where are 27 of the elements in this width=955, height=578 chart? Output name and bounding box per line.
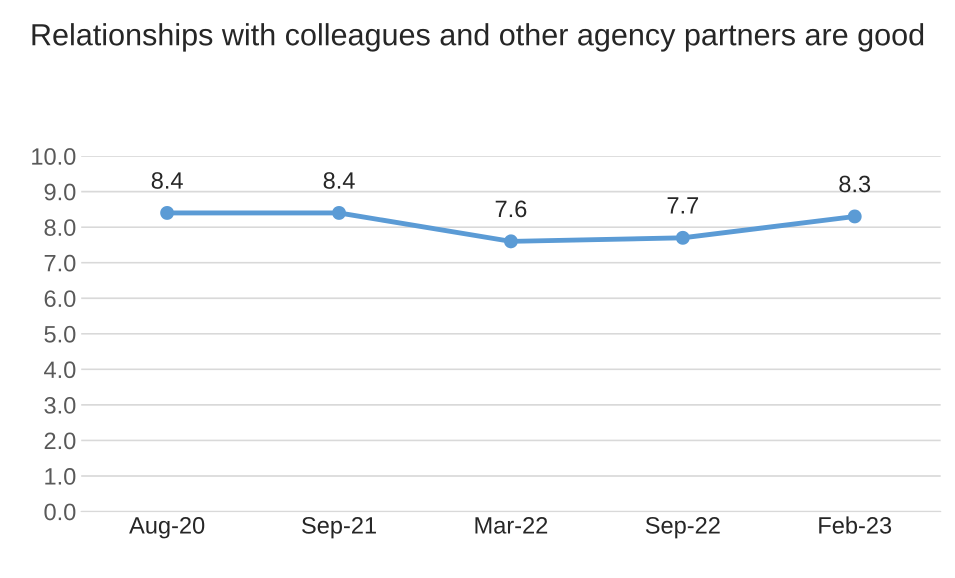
y-tick-label: 1.0 [45, 468, 76, 485]
chart-title: Relationships with colleagues and other agency partners are good [32, 23, 924, 52]
y-tick-label: 7.0 [44, 254, 76, 272]
x-tick-label: Sep-22 [646, 517, 720, 538]
data-label: 7.6 [496, 200, 526, 218]
y-tick-label: 10.0 [32, 148, 76, 165]
point [504, 234, 518, 248]
point [160, 206, 174, 220]
point [332, 206, 346, 220]
x-tick-label: Feb-23 [819, 516, 892, 534]
y-tick-label: 0.0 [44, 504, 76, 520]
x-tick-label: Sep-21 [302, 517, 376, 538]
data-label: 8.4 [324, 172, 355, 189]
point [848, 210, 862, 224]
y-tick-label: 5.0 [44, 326, 76, 343]
y-tick-label: 6.0 [44, 290, 76, 308]
y-tick-label: 2.0 [44, 432, 76, 450]
data-label: 7.7 [668, 197, 698, 214]
x-tick-label: Aug-20 [129, 517, 204, 538]
data-label: 8.4 [152, 172, 183, 189]
x-tick-label: Mar-22 [475, 517, 548, 534]
point [676, 230, 690, 245]
y-tick-label: 9.0 [44, 184, 76, 200]
y-tick-label: 8.0 [44, 219, 76, 236]
y-tick-label: 3.0 [44, 396, 76, 414]
data-label: 8.3 [839, 176, 870, 192]
y-tick-label: 4.0 [44, 361, 76, 378]
